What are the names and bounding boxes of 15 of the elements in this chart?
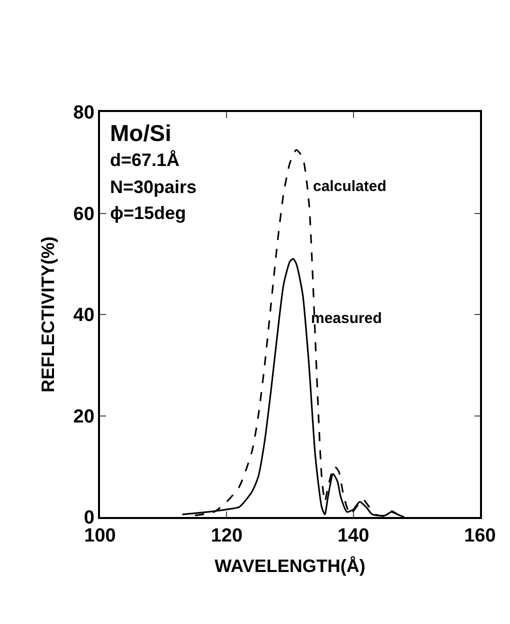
annotation: N=30pairs xyxy=(110,177,197,197)
x-tick-label: 120 xyxy=(210,526,243,547)
x-tick-label: 160 xyxy=(464,526,496,547)
annotation: d=67.1Å xyxy=(110,150,180,170)
x-tick-label: 140 xyxy=(337,526,370,547)
series-label: calculated xyxy=(313,178,386,195)
annotation: Mo/Si xyxy=(110,120,172,146)
y-tick-label: 60 xyxy=(73,204,94,225)
y-tick-label: 80 xyxy=(73,102,94,124)
y-axis-title: REFLECTIVITY(%) xyxy=(38,236,58,392)
y-tick-label: 40 xyxy=(73,305,94,326)
x-axis-title: WAVELENGTH(Å) xyxy=(214,556,366,576)
annotation: ϕ=15deg xyxy=(110,203,186,223)
y-tick-label: 20 xyxy=(73,406,94,428)
series-label: measured xyxy=(311,310,382,327)
